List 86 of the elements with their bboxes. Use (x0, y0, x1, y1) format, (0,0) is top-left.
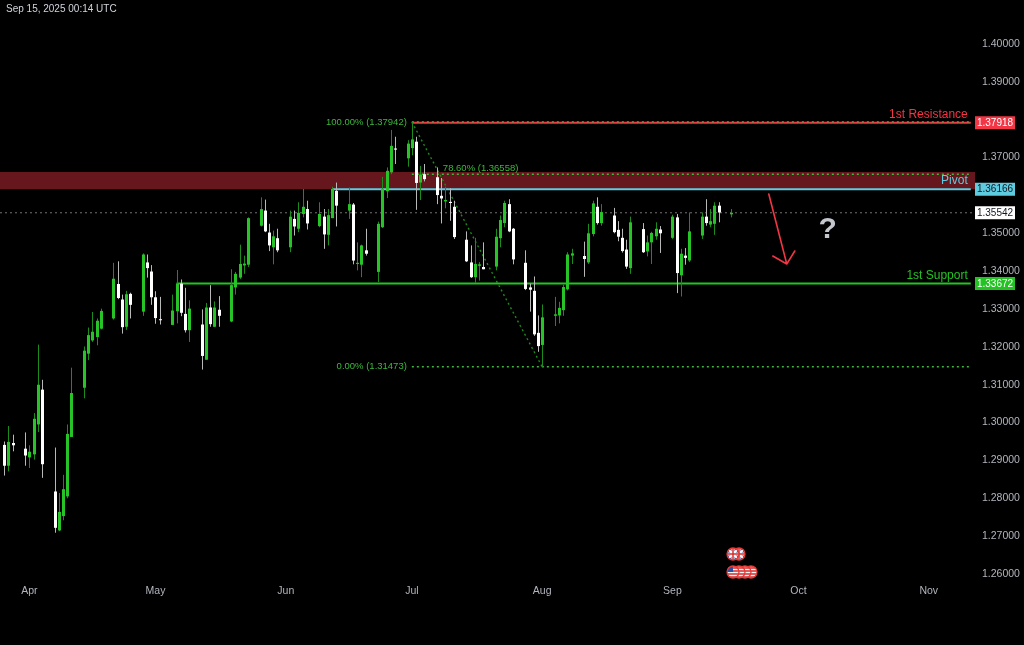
candlestick (275, 228, 280, 253)
candlestick (23, 431, 28, 467)
y-tick-label: 1.34000 (982, 264, 1021, 277)
candlestick (406, 139, 411, 168)
candlestick (317, 201, 322, 228)
candlestick (347, 186, 352, 220)
candlestick (645, 235, 650, 257)
candlestick (128, 292, 133, 319)
candlestick (2, 441, 7, 477)
candlestick (292, 210, 297, 237)
candlestick (355, 241, 360, 271)
candlestick (301, 188, 306, 218)
candlestick (708, 208, 713, 228)
candlestick (238, 244, 243, 280)
candlestick (170, 294, 175, 326)
y-tick-label: 1.40000 (982, 36, 1021, 49)
candlestick (469, 244, 474, 279)
y-tick-label: 1.33000 (982, 301, 1021, 314)
candlestick (259, 196, 264, 227)
candlestick (359, 244, 364, 278)
ref-line-label: 1.35542 (976, 207, 1014, 219)
candlestick (612, 207, 617, 234)
data-label: 1.33672 (976, 277, 1014, 289)
text: Sep 15, 2025 00:14 UTC (6, 3, 117, 14)
candlestick (528, 283, 533, 313)
candlestick (641, 222, 646, 254)
x-tick-label: Apr (21, 584, 39, 597)
x-tick-label: Nov (919, 584, 939, 597)
candlestick (217, 295, 222, 328)
candlestick (464, 230, 469, 263)
x-tick-label: May (145, 584, 167, 597)
candlestick (582, 241, 587, 278)
candlestick (322, 208, 327, 250)
y-tick-label: 1.37000 (982, 150, 1021, 163)
data-label: 1.37918 (976, 117, 1014, 129)
y-tick-label: 1.39000 (982, 74, 1021, 87)
candlestick (670, 214, 675, 240)
candlestick (435, 166, 440, 205)
candlestick (158, 296, 163, 326)
candlestick (599, 203, 604, 227)
data-label: 1.36166 (976, 183, 1014, 195)
candlestick (305, 200, 310, 230)
candlestick (448, 187, 453, 222)
candlestick (183, 287, 188, 333)
candlestick (208, 284, 213, 328)
series-label: 78.60% (1.36558) (442, 162, 519, 174)
candlestick (712, 201, 717, 236)
candlestick (6, 425, 11, 472)
x-tick-label: Jul (405, 584, 419, 597)
y-tick-label: 1.30000 (982, 415, 1021, 428)
candlestick (700, 211, 705, 240)
x-tick-label: Aug (532, 584, 552, 597)
y-tick-label: 1.27000 (982, 529, 1021, 542)
y-tick-label: 1.31000 (982, 377, 1021, 390)
candlestick (704, 198, 709, 227)
candlestick (212, 300, 217, 328)
series-label: 1st Support (906, 267, 969, 282)
series-label: Pivot (941, 173, 969, 188)
y-tick-label: 1.28000 (982, 491, 1021, 504)
x-tick-label: Sep (663, 584, 682, 597)
x-tick-label: Oct (790, 584, 807, 597)
candlestick (271, 230, 276, 265)
candlestick (263, 199, 268, 233)
candlestick (595, 196, 600, 226)
series-label: 1st Resistance (889, 106, 969, 121)
candlestick (153, 290, 158, 325)
candlestick (57, 492, 62, 532)
series-label: 0.00% (1.31473) (336, 360, 407, 372)
candlestick (116, 260, 121, 300)
candlestick (477, 261, 482, 282)
candlestick (553, 296, 558, 327)
candlestick (296, 201, 301, 233)
candlestick (267, 223, 272, 252)
y-tick-label: 1.35000 (982, 226, 1021, 239)
candlestick (649, 231, 654, 265)
candlestick (187, 299, 192, 343)
candlestick (364, 228, 369, 257)
x-tick-label: Jun (277, 584, 295, 597)
y-tick-label: 1.26000 (982, 566, 1021, 579)
y-tick-label: 1.29000 (982, 453, 1021, 466)
candlestick (145, 253, 150, 279)
candlestick (393, 136, 398, 165)
y-tick-label: 1.32000 (982, 339, 1021, 352)
annotation: ? (818, 211, 837, 245)
series-label: 100.00% (1.37942) (326, 115, 407, 127)
candlestick (624, 239, 629, 270)
